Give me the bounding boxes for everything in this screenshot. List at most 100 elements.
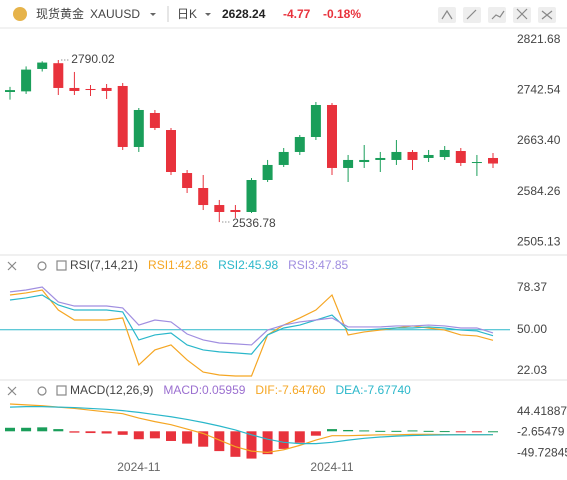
macd-bar — [439, 431, 450, 433]
settings-icon[interactable] — [37, 386, 47, 396]
candle-body — [182, 173, 193, 188]
y-tick-label: 2742.54 — [517, 83, 561, 97]
macd-bar — [230, 431, 241, 457]
x-tick-label: 2024-11 — [117, 460, 160, 474]
candle-body — [166, 130, 176, 172]
y-tick-label: -2.65479 — [517, 425, 565, 439]
macd-bar — [455, 431, 466, 433]
annotation: 2536.78 — [232, 216, 276, 230]
candle-body — [294, 136, 305, 152]
candle-body — [101, 87, 112, 91]
macd-bar — [423, 430, 434, 432]
tool-icon — [466, 9, 477, 20]
close-icon[interactable] — [7, 261, 17, 271]
gold-icon — [13, 7, 27, 21]
macd-bar — [294, 431, 305, 443]
candle-body — [149, 112, 160, 128]
candle-body — [375, 157, 386, 160]
price: 2628.24 — [222, 7, 266, 21]
toggle-icon[interactable] — [56, 260, 67, 271]
macd-bar — [149, 431, 160, 439]
indicator-title: RSI(7,14,21) — [70, 258, 138, 272]
candle-body — [391, 151, 402, 160]
candle-body — [230, 210, 241, 212]
candle-body — [343, 159, 354, 168]
candle-body — [278, 151, 289, 165]
candle-body — [310, 104, 321, 137]
candle-body — [359, 159, 370, 163]
symbol[interactable]: XAUUSD — [90, 7, 140, 21]
indicator-title: MACD(12,26,9) — [70, 383, 153, 397]
tool-icon — [541, 10, 553, 20]
candle-body — [246, 180, 257, 212]
macd-toolbar — [7, 385, 67, 396]
macd-bar — [488, 431, 498, 433]
legend-entry: MACD:0.05959 — [163, 383, 245, 397]
toggle-icon[interactable] — [56, 385, 67, 396]
y-tick-label: 2505.13 — [517, 234, 561, 248]
annotation: 2790.02 — [71, 52, 115, 66]
candle-body — [488, 157, 498, 164]
candle-body — [133, 109, 144, 147]
tool-icon — [491, 10, 505, 20]
macd-bar — [391, 430, 402, 432]
macd-bar — [5, 427, 15, 432]
tool-button[interactable] — [513, 7, 531, 23]
legend-entry: DEA:-7.67740 — [335, 383, 411, 397]
y-tick-label: 2821.68 — [517, 32, 561, 46]
indicator-line — [9, 286, 494, 346]
macd-bar — [214, 431, 225, 452]
macd-bar — [262, 431, 273, 455]
macd-bar — [278, 431, 289, 449]
macd-bar — [310, 431, 321, 436]
settings-icon[interactable] — [37, 261, 47, 271]
candle-body — [214, 205, 225, 212]
indicator-line — [9, 294, 494, 355]
legend-entry: RSI3:47.85 — [288, 258, 348, 272]
macd-bar — [133, 431, 144, 440]
tool-button[interactable] — [463, 7, 481, 23]
macd-bar — [37, 427, 48, 432]
legend-entry: RSI2:45.98 — [218, 258, 278, 272]
macd-bar — [166, 431, 176, 441]
candle-body — [455, 151, 466, 163]
y-tick-label: 22.03 — [517, 363, 547, 377]
macd-bar — [407, 430, 418, 432]
close-icon[interactable] — [7, 386, 17, 396]
candle-body — [5, 90, 15, 92]
dropdown-arrow[interactable] — [150, 13, 156, 16]
candle-body — [407, 151, 418, 160]
period[interactable]: 日K — [177, 7, 197, 21]
top-bar: 现货黄金 XAUUSD 日K 2628.24 -4.77 -0.18% — [0, 6, 567, 29]
candle-body — [198, 188, 209, 206]
macd-bar — [21, 427, 32, 432]
macd-bar — [246, 431, 257, 459]
candle-body — [37, 62, 48, 69]
instrument-name: 现货黄金 — [36, 6, 84, 21]
legend-entry: DIF:-7.64760 — [255, 383, 325, 397]
candle-body — [53, 63, 64, 88]
macd-bar — [471, 431, 482, 433]
candle-body — [21, 69, 32, 92]
macd-bar — [53, 429, 64, 432]
macd-bar — [343, 429, 354, 432]
y-tick-label: 2584.26 — [517, 184, 561, 198]
macd-bar — [375, 430, 386, 432]
macd-bar — [69, 431, 80, 433]
tool-button[interactable] — [438, 7, 456, 23]
candle-body — [327, 104, 337, 168]
dropdown-arrow[interactable] — [205, 13, 211, 16]
y-tick-label: -49.72845 — [517, 445, 567, 459]
candle-body — [262, 164, 273, 180]
macd-bar — [327, 429, 337, 432]
macd-bar — [182, 431, 193, 444]
candle-body — [423, 154, 434, 158]
legend-entry: RSI1:42.86 — [148, 258, 208, 272]
macd-bar — [101, 431, 112, 434]
candle-body — [85, 88, 96, 91]
macd-bar — [85, 431, 96, 434]
y-tick-label: 50.00 — [517, 322, 547, 336]
rsi-toolbar — [7, 260, 67, 271]
